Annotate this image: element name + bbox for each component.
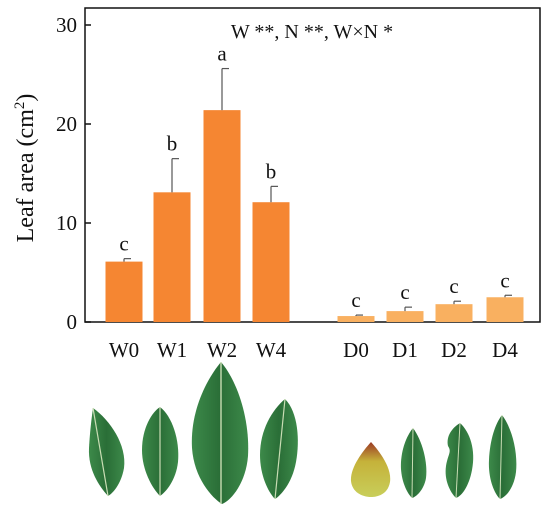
significance-annotation: W **, N **, W×N *	[231, 21, 393, 43]
significance-letter-w0: c	[119, 232, 128, 256]
leaf-photo-panel	[88, 362, 517, 504]
bar-w1	[153, 192, 191, 322]
y-tick-label: 0	[67, 310, 78, 334]
significance-letter-d2: c	[449, 274, 458, 298]
leaf-d2	[445, 422, 474, 499]
bar-series: c b a b c c c c	[105, 42, 524, 322]
plot-frame	[84, 7, 541, 323]
y-tick-label: 10	[56, 211, 77, 235]
leaf-w4	[260, 398, 298, 500]
category-label-d0: D0	[343, 338, 369, 362]
bar-w4	[252, 202, 290, 322]
bar-d4	[486, 297, 524, 322]
bar-d0	[337, 316, 375, 322]
y-axis-label: Leaf area (cm2)	[12, 94, 39, 243]
y-tick-label: 20	[56, 112, 77, 136]
category-labels: W0 W1 W2 W4 D0 D1 D2 D4	[109, 338, 518, 362]
significance-letter-d1: c	[400, 280, 409, 304]
category-label-d4: D4	[492, 338, 518, 362]
category-label-w4: W4	[256, 338, 287, 362]
y-tick-label: 30	[56, 13, 77, 37]
leaf-d4	[488, 414, 517, 500]
leaf-d0	[350, 442, 391, 497]
leaf-d1	[400, 427, 427, 499]
y-axis-ticks: 0 10 20 30	[56, 13, 91, 334]
significance-letter-d0: c	[351, 288, 360, 312]
category-label-w2: W2	[207, 338, 237, 362]
category-label-d2: D2	[441, 338, 467, 362]
category-label-w0: W0	[109, 338, 139, 362]
significance-letter-w1: b	[167, 132, 178, 156]
significance-letter-d4: c	[500, 268, 509, 292]
leaf-w1	[142, 407, 179, 496]
category-label-w1: W1	[157, 338, 187, 362]
leaf-w0	[88, 407, 125, 497]
category-label-d1: D1	[392, 338, 418, 362]
bar-w0	[105, 261, 143, 322]
leaf-w2	[191, 362, 249, 504]
significance-letter-w4: b	[266, 159, 277, 183]
significance-letter-w2: a	[217, 42, 227, 66]
bar-d2	[435, 304, 473, 322]
bar-d1	[386, 311, 424, 322]
bar-w2	[203, 110, 241, 322]
